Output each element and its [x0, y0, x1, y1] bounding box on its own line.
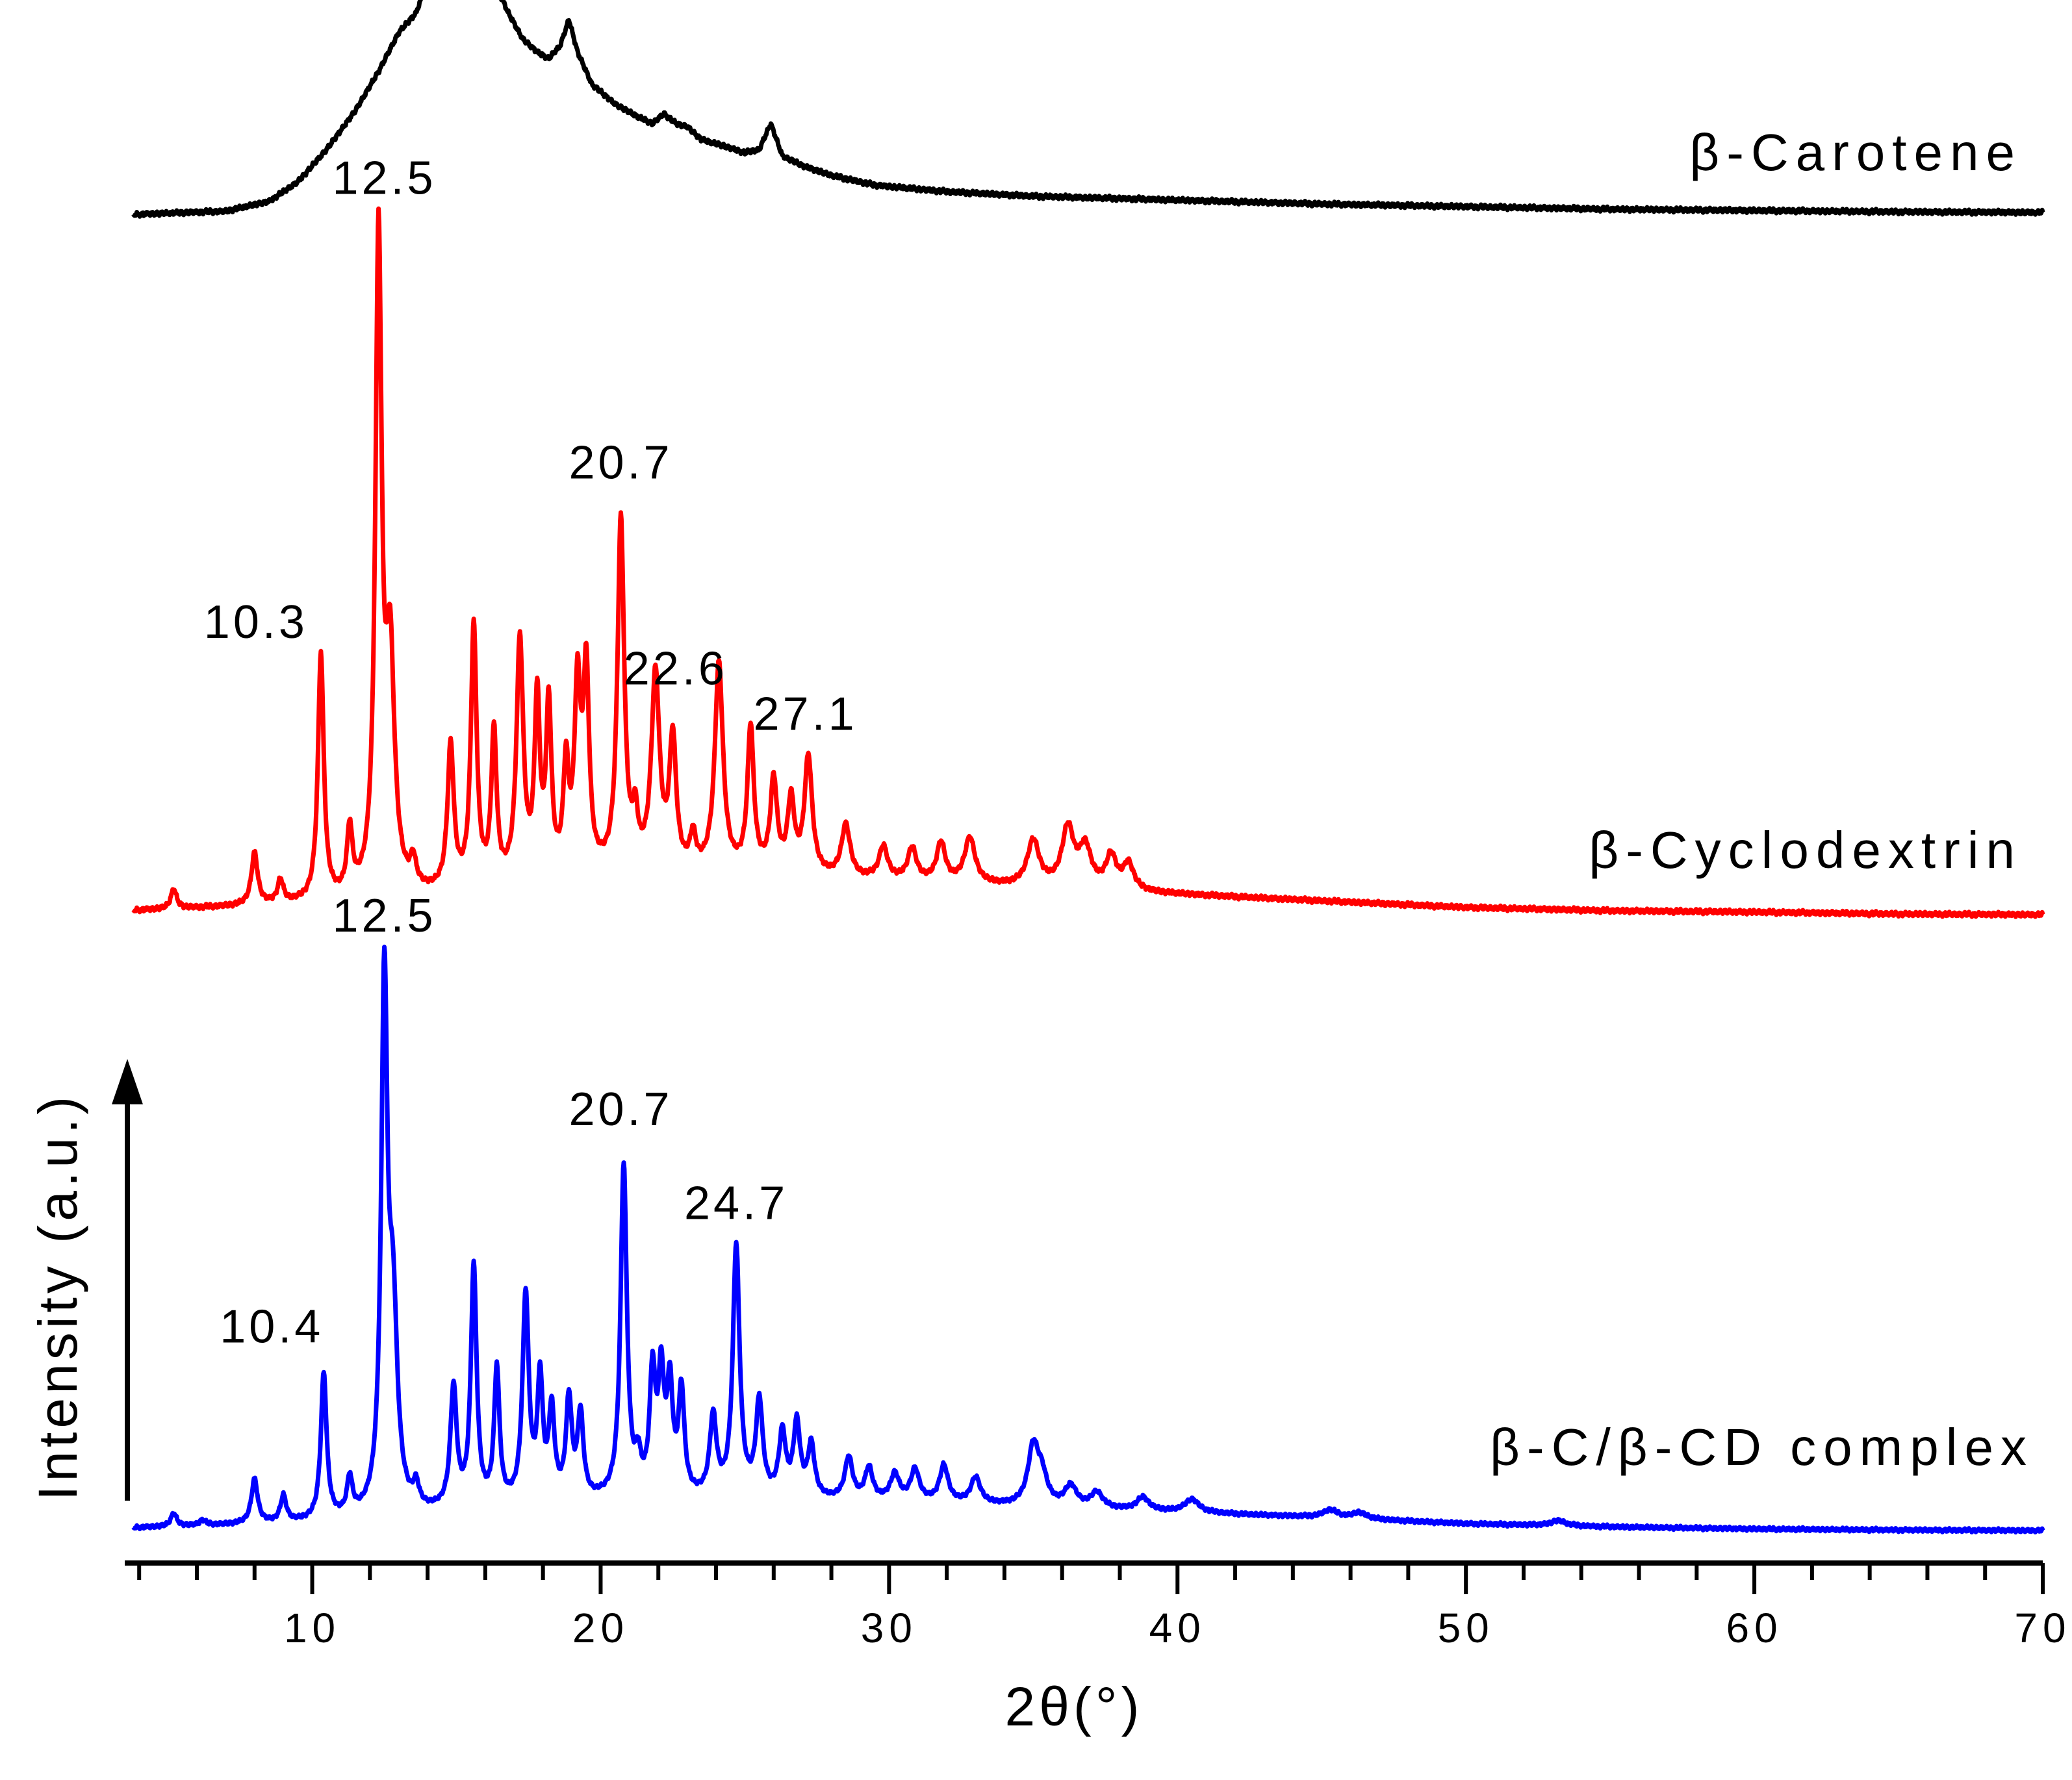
trace-complex — [131, 945, 2045, 1535]
peak-label-4: 22.6 — [624, 643, 728, 695]
traces-group — [131, 0, 2045, 1535]
peak-label-1: 12.5 — [332, 153, 436, 205]
legend-trace-complex: β-C/β-CD complex — [1490, 1418, 2034, 1476]
x-tick-label: 70 — [2014, 1605, 2071, 1651]
x-tick-label: 40 — [1149, 1605, 1206, 1651]
peak-labels-group: 12.510.320.722.627.112.510.420.724.7 — [204, 153, 858, 1353]
peak-label-8: 20.7 — [569, 1084, 672, 1136]
x-axis-ticks-group: 10 20 30 40 50 60 70 — [137, 1563, 2071, 1651]
legend-trace-beta-carotene: β-Carotene — [1689, 123, 2022, 181]
peak-label-9: 24.7 — [684, 1178, 788, 1230]
trace-beta-carotene — [131, 0, 2045, 219]
peak-label-2: 10.3 — [204, 596, 308, 648]
peak-label-7: 10.4 — [220, 1301, 324, 1353]
peak-label-5: 27.1 — [754, 688, 858, 740]
trace-beta-cyclodextrin — [131, 206, 2045, 919]
trace-labels-group: β-Carotene β-Cyclodextrin β-C/β-CD complex — [1490, 123, 2034, 1476]
x-tick-label: 50 — [1438, 1605, 1494, 1651]
y-axis-title: Intensity (a.u.) — [27, 1093, 88, 1501]
peak-label-6: 12.5 — [332, 890, 436, 942]
legend-trace-beta-cyclodextrin: β-Cyclodextrin — [1589, 821, 2022, 879]
x-tick-label: 10 — [284, 1605, 340, 1651]
x-axis-title: 2θ(°) — [1005, 1676, 1144, 1737]
x-tick-label: 30 — [861, 1605, 917, 1651]
y-axis-arrowhead-icon — [112, 1059, 143, 1104]
x-tick-label: 60 — [1726, 1605, 1782, 1651]
x-tick-label: 20 — [572, 1605, 629, 1651]
peak-label-3: 20.7 — [569, 437, 672, 489]
